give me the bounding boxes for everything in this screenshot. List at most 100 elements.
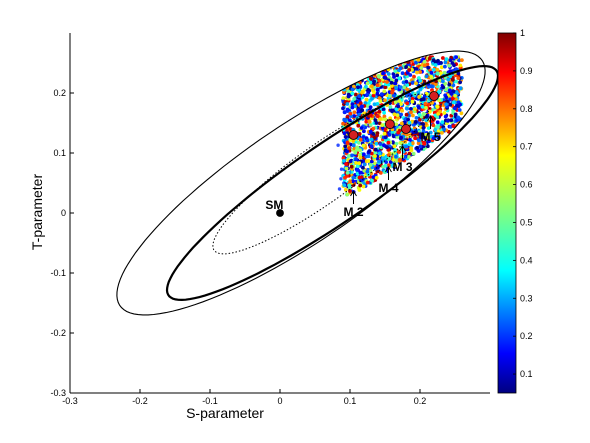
scatter-point [342, 131, 347, 136]
scatter-point [386, 140, 391, 145]
scatter-point [390, 57, 395, 61]
scatter-point [378, 117, 382, 121]
scatter-point [434, 131, 438, 136]
scatter-point [349, 76, 353, 81]
scatter-point [405, 101, 410, 106]
scatter-point [383, 163, 388, 168]
scatter-point [390, 84, 394, 88]
scatter-point [446, 77, 451, 82]
scatter-point [348, 68, 353, 72]
scatter-point [344, 166, 349, 171]
scatter-point [404, 144, 409, 149]
scatter-point [365, 138, 370, 143]
scatter-point [388, 160, 393, 164]
scatter-point [352, 97, 357, 101]
scatter-point [361, 165, 365, 170]
point-m5 [429, 91, 439, 101]
scatter-point [386, 72, 391, 76]
scatter-point [344, 162, 348, 167]
scatter-point [377, 96, 382, 100]
scatter-point [358, 101, 363, 106]
scatter-point [349, 164, 354, 169]
scatter-point [444, 57, 449, 62]
scatter-point [433, 63, 438, 67]
scatter-point [382, 143, 386, 148]
colorbar: 0.1 0.2 0.3 0.4 0.5 0.6 0.7 0.8 0.9 1 [497, 28, 533, 394]
scatter-point [389, 61, 394, 66]
scatter-point [382, 131, 387, 136]
scatter-point [398, 66, 403, 71]
scatter-point [426, 126, 431, 130]
scatter-point [343, 67, 347, 72]
scatter-point [341, 59, 345, 64]
scatter-point [393, 148, 397, 153]
scatter-point [399, 112, 403, 117]
scatter-point [349, 77, 353, 82]
scatter-point [348, 60, 352, 64]
scatter-point [439, 61, 443, 65]
scatter-point [355, 62, 359, 67]
scatter-point [422, 142, 427, 146]
scatter-point [421, 112, 426, 116]
scatter-point [411, 151, 416, 156]
scatter-point [444, 102, 448, 107]
scatter-point [370, 67, 375, 71]
scatter-point [407, 68, 412, 72]
scatter-point [365, 180, 370, 185]
scatter-point [449, 118, 454, 123]
scatter-point [359, 55, 364, 59]
scatter-point [396, 57, 401, 61]
scatter-point [374, 68, 379, 73]
scatter-point [383, 55, 388, 60]
scatter-point [421, 126, 426, 130]
scatter-point [362, 129, 366, 134]
y-axis-label: T-parameter [29, 174, 45, 251]
scatter-point [406, 117, 410, 122]
scatter-point [350, 73, 355, 77]
scatter-point [441, 85, 446, 90]
scatter-point [409, 146, 413, 151]
colorbar-tick-label: 0.3 [520, 293, 533, 303]
scatter-point [395, 73, 400, 78]
scatter-point [375, 91, 380, 96]
scatter-point [352, 56, 357, 60]
scatter-point [415, 70, 419, 75]
scatter-point [360, 108, 365, 113]
scatter-point [443, 114, 448, 119]
scatter-point [348, 179, 352, 184]
scatter-point [453, 106, 457, 111]
scatter-point [347, 68, 352, 73]
scatter-point [405, 83, 410, 87]
scatter-point [413, 120, 418, 124]
colorbar-tick-label: 0.7 [520, 142, 533, 152]
scatter-point [404, 65, 408, 69]
scatter-point [371, 65, 376, 69]
scatter-point [369, 151, 374, 156]
scatter-point [422, 60, 427, 64]
x-tick-label: -0.3 [62, 396, 78, 406]
scatter-point [409, 110, 413, 115]
scatter-point [404, 106, 409, 111]
scatter-point [373, 147, 378, 152]
y-tick-label: 0.2 [53, 88, 66, 98]
scatter-point [350, 153, 354, 158]
scatter-point [342, 158, 346, 163]
scatter-point [384, 62, 389, 67]
scatter-point [344, 58, 349, 63]
scatter-point [382, 63, 387, 68]
scatter-point [443, 64, 447, 69]
scatter-point [395, 113, 400, 117]
scatter-point [394, 85, 398, 90]
scatter-point [414, 81, 418, 86]
scatter-point [418, 144, 423, 149]
colorbar-tick-label: 0.5 [520, 217, 533, 227]
scatter-point [432, 67, 436, 72]
scatter-point [360, 59, 364, 63]
scatter-point [356, 73, 361, 77]
scatter-point [346, 55, 350, 59]
scatter-point [410, 141, 415, 146]
scatter-point [451, 100, 456, 105]
colorbar-tick-label: 0.2 [520, 331, 533, 341]
scatter-point [399, 56, 403, 61]
scatter-point [454, 55, 459, 59]
